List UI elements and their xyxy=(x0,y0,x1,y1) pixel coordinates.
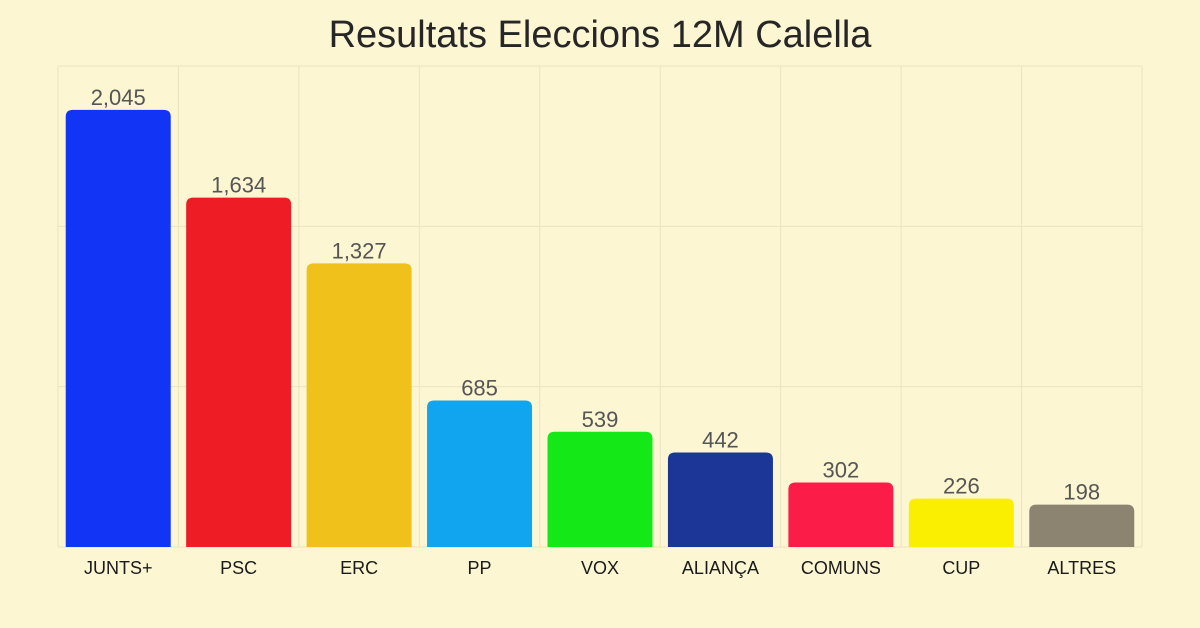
bar-value-label: 2,045 xyxy=(91,85,146,110)
bar-value-label: 539 xyxy=(582,407,619,432)
bar-value-label: 1,327 xyxy=(332,238,387,263)
chart-category-labels: JUNTS+ PSC ERC PP VOX ALIANÇA COMUNS CUP ALTRES xyxy=(84,558,1116,578)
bar-altres xyxy=(1029,504,1135,547)
category-tick-label: JUNTS+ xyxy=(84,558,153,578)
bar-value-label: 1,634 xyxy=(211,173,266,198)
bar-pp xyxy=(427,400,533,547)
chart-bars xyxy=(65,109,1135,547)
category-tick-label: ALIANÇA xyxy=(682,558,759,578)
bar-psc xyxy=(186,197,292,547)
bar-erc xyxy=(306,263,412,547)
category-tick-label: VOX xyxy=(581,558,619,578)
chart-title: Resultats Eleccions 12M Calella xyxy=(328,14,872,56)
bar-vox xyxy=(547,431,653,547)
category-tick-label: COMUNS xyxy=(801,558,881,578)
bar-aliana xyxy=(667,452,773,547)
bar-comuns xyxy=(788,482,894,547)
category-tick-label: ERC xyxy=(340,558,378,578)
bar-value-label: 226 xyxy=(943,474,980,499)
category-tick-label: PP xyxy=(468,558,492,578)
bar-junts xyxy=(65,109,171,547)
bar-value-label: 685 xyxy=(461,376,498,401)
bar-cup xyxy=(908,498,1014,547)
bar-value-label: 442 xyxy=(702,428,739,453)
category-tick-label: ALTRES xyxy=(1047,558,1116,578)
bar-value-label: 302 xyxy=(823,457,860,482)
category-tick-label: PSC xyxy=(220,558,257,578)
category-tick-label: CUP xyxy=(942,558,980,578)
chart-value-labels: 2,045 1,634 1,327 685 539 442 302 226 198 xyxy=(91,85,1100,505)
bar-value-label: 198 xyxy=(1063,480,1100,505)
